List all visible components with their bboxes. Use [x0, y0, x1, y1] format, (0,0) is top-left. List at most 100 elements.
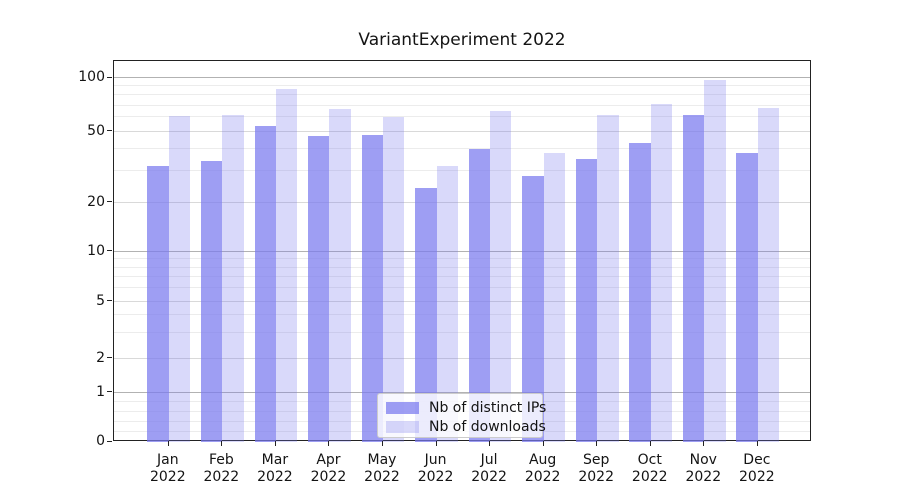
x-tick-mark: [703, 441, 705, 446]
bar-downloads-may: [383, 117, 405, 442]
x-tick-label-nov: Nov 2022: [663, 452, 743, 486]
x-tick-label-jun: Jun 2022: [396, 452, 476, 486]
y-gridline-minor: [114, 170, 810, 172]
y-tick-label: 1: [96, 383, 105, 400]
bar-distinct-ips-may: [361, 134, 383, 442]
bar-distinct-ips-dec: [736, 152, 758, 442]
bar-distinct-ips-apr: [308, 136, 330, 442]
y-gridline: [114, 250, 810, 252]
y-gridline-minor: [114, 104, 810, 106]
y-gridline-minor: [114, 94, 810, 96]
bar-distinct-ips-mar: [254, 125, 276, 442]
x-tick-month: Sep: [582, 452, 610, 468]
bar-distinct-ips-feb: [200, 161, 223, 442]
y-gridline: [114, 77, 810, 78]
bar-downloads-jan: [168, 116, 191, 442]
bar-downloads-sep: [597, 114, 619, 442]
x-tick-mark: [328, 441, 330, 446]
x-tick-label-jul: Jul 2022: [449, 452, 529, 486]
legend: Nb of distinct IPs Nb of downloads: [377, 393, 546, 438]
y-gridline: [114, 357, 810, 359]
x-tick-year: 2022: [203, 469, 240, 485]
bar-distinct-ips-jul: [468, 148, 491, 442]
x-tick-mark: [489, 441, 491, 446]
y-gridline-minor: [114, 85, 810, 87]
x-tick-year: 2022: [631, 469, 668, 485]
y-gridline: [114, 130, 810, 132]
y-tick-label: 2: [96, 349, 105, 366]
x-tick-year: 2022: [685, 469, 722, 485]
legend-entry-downloads: Nb of downloads: [386, 417, 546, 436]
x-tick-month: Feb: [208, 452, 234, 468]
bar-distinct-ips-sep: [575, 159, 598, 442]
y-tick-mark: [107, 300, 112, 301]
bar-downloads-feb: [222, 114, 244, 442]
bar-downloads-dec: [757, 107, 780, 442]
x-tick-mark: [542, 441, 544, 446]
x-tick-label-mar: Mar 2022: [235, 452, 315, 486]
x-tick-month: Jun: [424, 452, 447, 468]
x-tick-month: Dec: [743, 452, 771, 468]
y-tick-label: 0: [96, 433, 105, 449]
x-tick-mark: [596, 441, 598, 446]
y-tick-label: 20: [87, 193, 105, 210]
x-tick-mark: [435, 441, 437, 446]
x-tick-mark: [649, 441, 651, 446]
y-gridline: [114, 201, 810, 203]
x-tick-label-may: May 2022: [342, 452, 422, 486]
y-tick-mark: [107, 357, 112, 358]
x-tick-month: Jul: [480, 452, 498, 468]
y-gridline-minor: [114, 314, 810, 316]
x-tick-label-aug: Aug 2022: [503, 452, 583, 486]
bar-downloads-oct: [650, 104, 673, 442]
legend-swatch-downloads: [386, 420, 419, 433]
bar-distinct-ips-jun: [415, 188, 437, 442]
bar-downloads-apr: [329, 108, 351, 442]
x-tick-month: Aug: [528, 452, 557, 468]
bar-downloads-jul: [490, 111, 512, 442]
y-tick-label: 5: [96, 292, 105, 309]
bar-distinct-ips-oct: [629, 143, 651, 442]
y-gridline-minor: [114, 258, 810, 260]
chart-title: VariantExperiment 2022: [358, 30, 566, 50]
legend-label-downloads: Nb of downloads: [429, 418, 546, 435]
y-tick-mark: [107, 201, 112, 202]
legend-label-distinct-ips: Nb of distinct IPs: [429, 399, 547, 416]
x-tick-label-dec: Dec 2022: [717, 452, 797, 486]
y-tick-mark: [107, 130, 112, 131]
x-tick-label-oct: Oct 2022: [610, 452, 690, 486]
plot-area: [113, 60, 811, 442]
bar-downloads-nov: [704, 79, 726, 442]
x-tick-label-sep: Sep 2022: [556, 452, 636, 486]
x-tick-label-feb: Feb 2022: [181, 452, 261, 486]
x-tick-mark: [274, 441, 276, 446]
x-tick-mark: [756, 441, 758, 446]
x-tick-year: 2022: [524, 469, 561, 485]
bar-distinct-ips-nov: [682, 114, 705, 442]
y-tick-label: 100: [78, 69, 105, 85]
y-gridline: [114, 391, 810, 393]
legend-swatch-distinct-ips: [386, 401, 419, 414]
bar-downloads-jun: [436, 166, 458, 442]
y-gridline-minor: [114, 147, 810, 149]
x-tick-mark: [221, 441, 223, 446]
x-tick-mark: [382, 441, 383, 446]
y-gridline: [114, 300, 810, 302]
x-tick-month: Nov: [689, 452, 717, 468]
x-tick-year: 2022: [578, 469, 614, 485]
x-tick-label-apr: Apr 2022: [288, 452, 368, 486]
x-tick-year: 2022: [149, 469, 186, 485]
y-gridline-minor: [114, 116, 810, 118]
y-tick-mark: [107, 250, 112, 251]
x-tick-year: 2022: [310, 469, 347, 485]
x-tick-month: Mar: [261, 452, 289, 468]
bar-downloads-aug: [543, 152, 566, 442]
y-gridline-minor: [114, 266, 810, 268]
x-tick-year: 2022: [417, 469, 454, 485]
y-gridline-minor: [114, 287, 810, 289]
legend-entry-distinct-ips: Nb of distinct IPs: [386, 398, 546, 417]
x-tick-year: 2022: [471, 469, 507, 485]
x-tick-month: May: [367, 452, 397, 468]
y-gridline-minor: [114, 276, 810, 278]
